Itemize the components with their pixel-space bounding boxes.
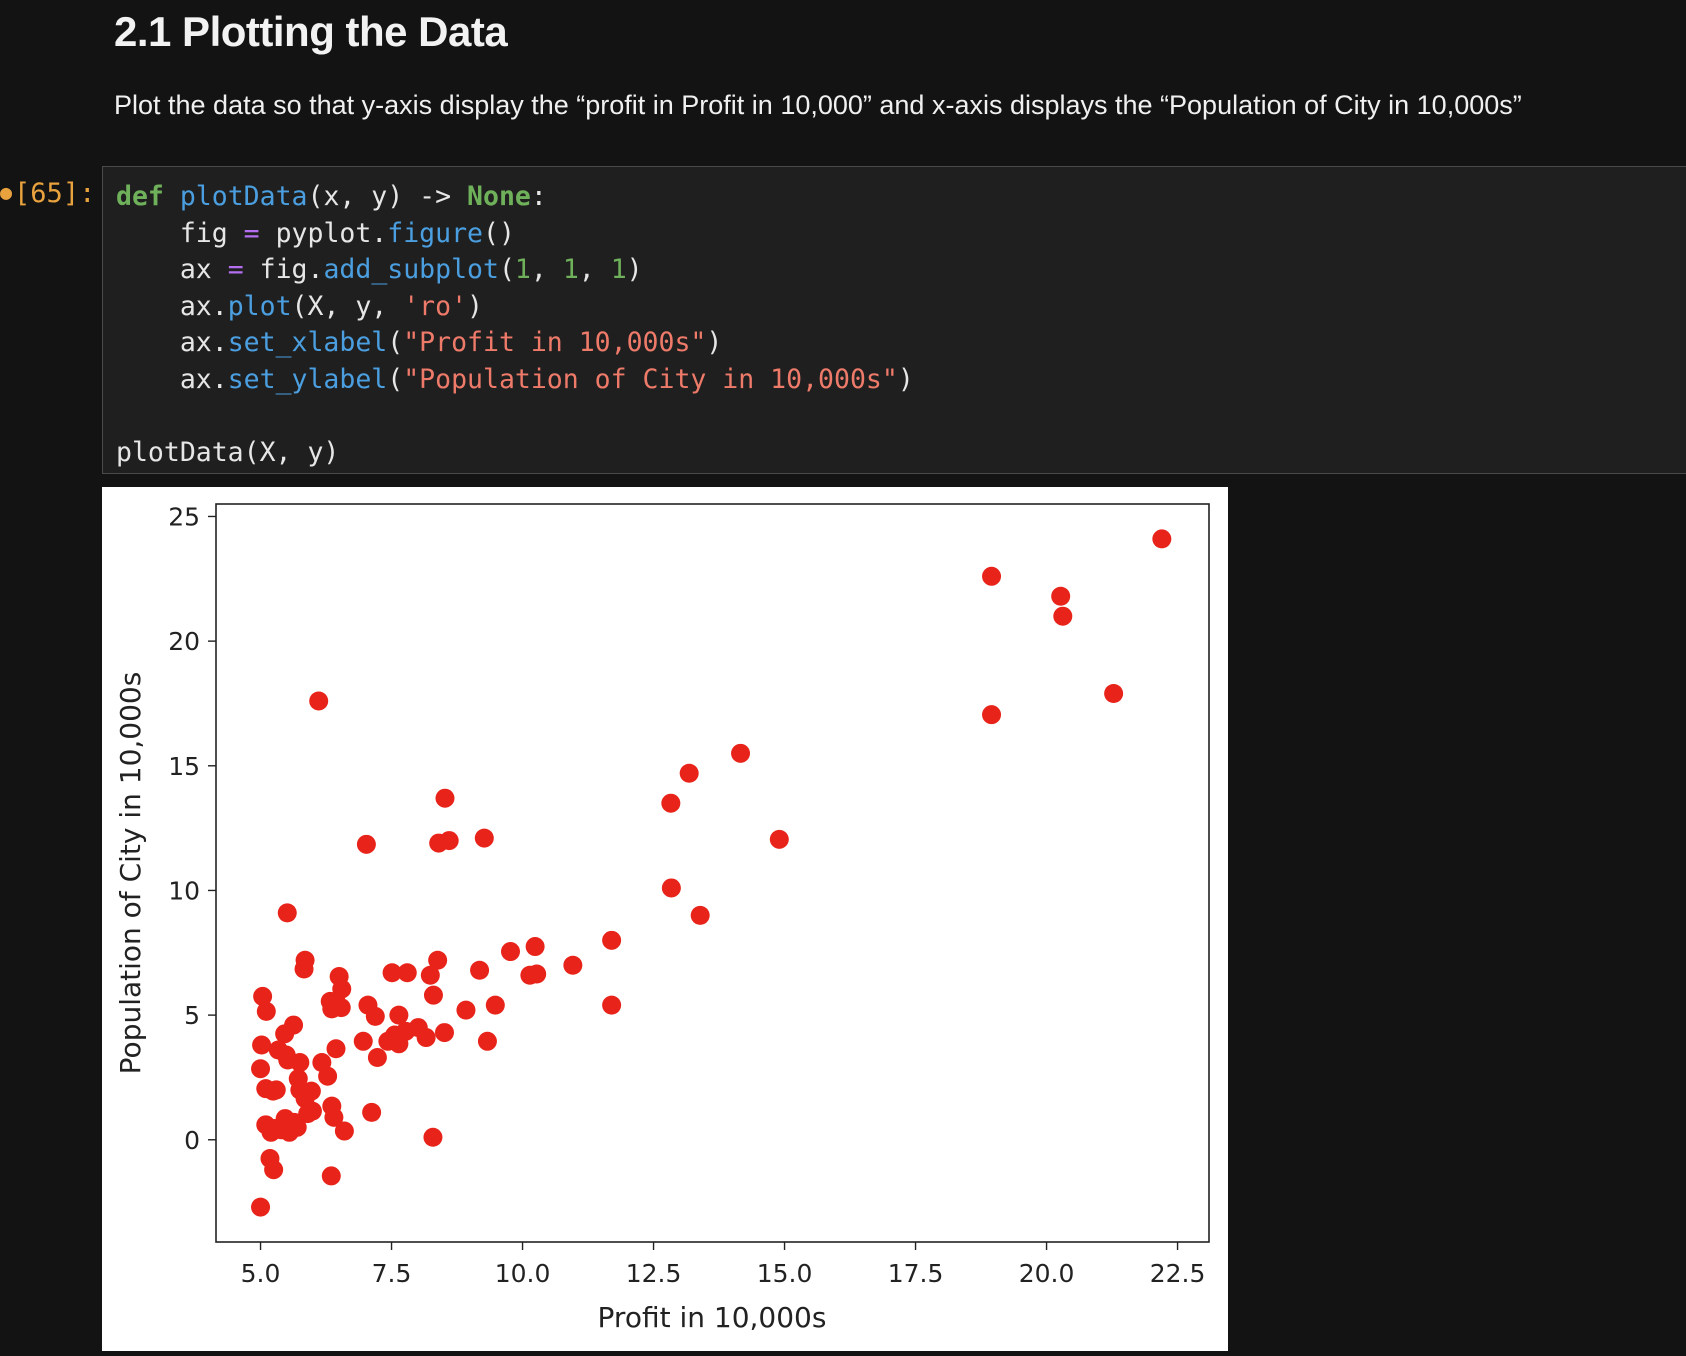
data-point bbox=[334, 1121, 354, 1141]
y-axis: 0 5 10 15 20 25 bbox=[168, 502, 216, 1155]
code-text[interactable]: def plotData(x, y) -> None: fig = pyplot… bbox=[103, 167, 1686, 471]
data-point bbox=[318, 1066, 338, 1086]
data-point bbox=[365, 1006, 385, 1026]
data-point bbox=[420, 965, 440, 985]
plot-frame bbox=[215, 503, 1210, 1243]
data-point bbox=[389, 1005, 409, 1025]
code-line-3: ax = fig.add_subplot(1, 1, 1) bbox=[179, 254, 643, 285]
data-point bbox=[563, 955, 583, 975]
data-point bbox=[275, 1024, 295, 1044]
y-tick-label: 0 bbox=[184, 1126, 200, 1155]
execution-count: [65]: bbox=[14, 178, 96, 209]
x-tick-label: 7.5 bbox=[372, 1259, 412, 1288]
data-point bbox=[982, 566, 1002, 586]
y-axis-label: Population of City in 10,000s bbox=[114, 672, 147, 1075]
data-point bbox=[1053, 606, 1073, 626]
y-tick-label: 10 bbox=[168, 876, 200, 905]
data-point bbox=[356, 834, 376, 854]
data-point bbox=[434, 1023, 454, 1043]
data-point bbox=[309, 691, 329, 711]
data-point bbox=[428, 950, 448, 970]
data-point bbox=[470, 960, 490, 980]
x-tick-label: 5.0 bbox=[241, 1259, 281, 1288]
data-point bbox=[324, 1107, 344, 1127]
y-tick-label: 25 bbox=[168, 502, 200, 531]
data-point bbox=[423, 1127, 443, 1147]
x-tick-label: 17.5 bbox=[888, 1259, 944, 1288]
data-point bbox=[298, 1104, 318, 1124]
x-tick-label: 20.0 bbox=[1019, 1259, 1075, 1288]
data-point bbox=[251, 1197, 271, 1217]
data-point bbox=[251, 1059, 271, 1079]
data-point bbox=[769, 829, 789, 849]
code-editor[interactable]: def plotData(x, y) -> None: fig = pyplot… bbox=[102, 166, 1686, 474]
data-point bbox=[435, 788, 455, 808]
x-axis: 5.0 7.5 10.0 12.5 15.0 17.5 20.0 22.5 bbox=[241, 1242, 1206, 1288]
y-tick-label: 15 bbox=[168, 752, 200, 781]
data-point bbox=[439, 831, 459, 851]
data-point bbox=[264, 1160, 284, 1180]
data-point bbox=[485, 995, 505, 1015]
data-point bbox=[253, 986, 273, 1006]
code-line-5: ax.set_xlabel("Profit in 10,000s") bbox=[179, 327, 723, 358]
data-point bbox=[520, 965, 540, 985]
data-point bbox=[397, 963, 417, 983]
data-point bbox=[416, 1028, 436, 1048]
data-point bbox=[731, 743, 751, 763]
code-line-4: ax.plot(X, y, 'ro') bbox=[179, 290, 484, 322]
data-point bbox=[279, 1122, 299, 1142]
data-point bbox=[456, 1000, 476, 1020]
data-point bbox=[321, 1166, 341, 1186]
data-point bbox=[500, 942, 520, 962]
code-line-8: plotData(X, y) bbox=[116, 436, 340, 468]
data-point bbox=[1051, 586, 1071, 606]
markdown-paragraph: Plot the data so that y-axis display the… bbox=[114, 90, 1522, 120]
data-point bbox=[602, 930, 622, 950]
x-axis-label: Profit in 10,000s bbox=[598, 1301, 827, 1334]
y-tick-label: 20 bbox=[168, 627, 200, 656]
modified-dot-icon: ● bbox=[0, 180, 13, 204]
scatter-points bbox=[251, 529, 1172, 1217]
code-line-1: def plotData(x, y) -> None: bbox=[116, 181, 547, 212]
data-point bbox=[679, 763, 699, 783]
x-tick-label: 15.0 bbox=[757, 1259, 813, 1288]
data-point bbox=[353, 1031, 373, 1051]
data-point bbox=[256, 1001, 276, 1021]
data-point bbox=[661, 793, 681, 813]
data-point bbox=[982, 705, 1002, 725]
data-point bbox=[261, 1122, 281, 1142]
x-tick-label: 12.5 bbox=[626, 1259, 682, 1288]
data-point bbox=[294, 959, 314, 979]
data-point bbox=[661, 878, 681, 898]
data-point bbox=[602, 995, 622, 1015]
data-point bbox=[362, 1102, 382, 1122]
data-point bbox=[326, 1039, 346, 1059]
code-line-6: ax.set_ylabel("Population of City in 10,… bbox=[179, 363, 914, 395]
data-point bbox=[525, 937, 545, 957]
scatter-plot: 5.0 7.5 10.0 12.5 15.0 17.5 20.0 22.5 0 5 10 15 20 2… bbox=[114, 502, 1210, 1334]
markdown-heading: 2.1 Plotting the Data bbox=[114, 8, 508, 55]
data-point bbox=[322, 999, 342, 1019]
data-point bbox=[252, 1035, 272, 1055]
data-point bbox=[266, 1080, 286, 1100]
data-point bbox=[423, 985, 443, 1005]
data-point bbox=[474, 828, 494, 848]
data-point bbox=[277, 903, 297, 923]
data-point bbox=[290, 1052, 310, 1072]
cell-output: 5.0 7.5 10.0 12.5 15.0 17.5 20.0 22.5 0 5 10 15 20 2… bbox=[102, 487, 1228, 1351]
x-tick-label: 10.0 bbox=[495, 1259, 551, 1288]
data-point bbox=[382, 963, 402, 983]
data-point bbox=[367, 1048, 387, 1067]
code-line-2: fig = pyplot.figure() bbox=[179, 217, 515, 249]
data-point bbox=[1104, 683, 1124, 703]
data-point bbox=[389, 1034, 409, 1054]
data-point bbox=[477, 1031, 497, 1051]
cell-prompt: ●[65]: bbox=[0, 178, 95, 209]
data-point bbox=[690, 905, 710, 925]
x-tick-label: 22.5 bbox=[1150, 1259, 1206, 1288]
y-tick-label: 5 bbox=[184, 1001, 200, 1030]
data-point bbox=[1152, 529, 1172, 549]
